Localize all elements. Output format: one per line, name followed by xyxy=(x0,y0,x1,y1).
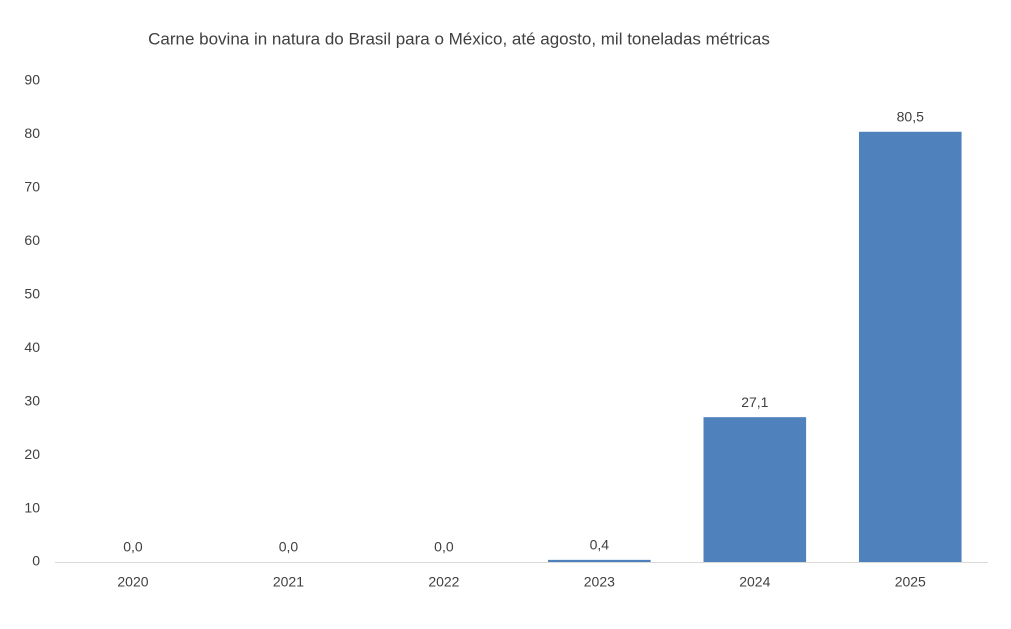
bar xyxy=(858,131,962,562)
x-tick-label: 2021 xyxy=(273,574,304,590)
y-tick-label: 50 xyxy=(24,285,40,301)
y-tick-label: 40 xyxy=(24,339,40,355)
data-label: 0,0 xyxy=(434,539,454,555)
data-label: 0,4 xyxy=(590,537,610,553)
x-tick-label: 2020 xyxy=(117,574,148,590)
y-tick-label: 60 xyxy=(24,232,40,248)
x-tick-label: 2025 xyxy=(895,574,926,590)
data-label: 0,0 xyxy=(123,539,143,555)
data-label: 0,0 xyxy=(279,539,299,555)
bar xyxy=(703,417,807,562)
x-tick-label: 2023 xyxy=(584,574,615,590)
y-tick-label: 70 xyxy=(24,179,40,195)
y-tick-label: 10 xyxy=(24,499,40,515)
chart-title: Carne bovina in natura do Brasil para o … xyxy=(148,29,770,48)
y-tick-label: 0 xyxy=(32,553,40,569)
data-label: 80,5 xyxy=(897,108,924,124)
y-tick-label: 20 xyxy=(24,446,40,462)
data-label: 27,1 xyxy=(741,394,768,410)
y-tick-label: 80 xyxy=(24,125,40,141)
x-tick-label: 2022 xyxy=(428,574,459,590)
bar xyxy=(548,559,651,562)
y-tick-label: 90 xyxy=(24,72,40,88)
x-tick-label: 2024 xyxy=(739,574,770,590)
y-tick-label: 30 xyxy=(24,392,40,408)
